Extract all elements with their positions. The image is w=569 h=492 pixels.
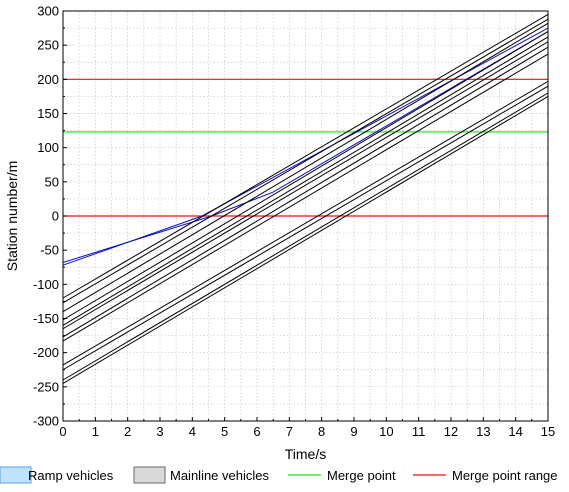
mainline-vehicle-trajectory (62, 46, 549, 338)
series-lines (62, 13, 549, 384)
mainline-vehicle-trajectory (62, 18, 549, 304)
legend-item: Mainline vehicles (133, 466, 269, 484)
mainline-vehicle-trajectory (62, 41, 549, 330)
x-tick-label: 14 (508, 424, 522, 439)
x-tick-label: 7 (286, 424, 293, 439)
mainline-vehicle-trajectory (62, 13, 549, 299)
x-tick-label: 15 (541, 424, 555, 439)
x-tick-label: 5 (221, 424, 228, 439)
x-tick-label: 11 (412, 424, 426, 439)
legend: Ramp vehicles Mainline vehicles Merge poin… (0, 466, 558, 484)
legend-item: Ramp vehicles (0, 466, 114, 484)
x-tick-label: 6 (253, 424, 260, 439)
x-tick-label: 3 (156, 424, 163, 439)
ramp-vehicle-trajectory (62, 31, 549, 263)
legend-swatch-ramp (0, 466, 32, 484)
y-axis-title: Station number/m (4, 161, 20, 272)
x-tick-label: 9 (350, 424, 357, 439)
y-tick-label: 150 (37, 106, 59, 121)
ramp-vehicle-trajectory (62, 27, 549, 266)
x-tick-label: 4 (189, 424, 196, 439)
legend-item: Merge point range (413, 468, 558, 483)
mainline-vehicle-trajectory (62, 31, 549, 321)
y-tick-label: -150 (33, 311, 59, 326)
legend-label: Merge point range (452, 468, 558, 483)
y-tick-label: -100 (33, 277, 59, 292)
mainline-vehicle-trajectory (62, 85, 549, 371)
x-tick-label: 2 (124, 424, 131, 439)
x-tick-label: 8 (318, 424, 325, 439)
y-tick-label: 50 (45, 174, 59, 189)
mainline-vehicle-trajectory (62, 22, 549, 313)
y-tick-label: -250 (33, 379, 59, 394)
y-tick-label: 200 (37, 72, 59, 87)
axes: 0 1 2 3 4 5 6 7 8 9 10 11 12 13 14 15-300-250-200-150-1… (33, 4, 555, 440)
y-tick-label: -50 (40, 243, 59, 258)
mainline-vehicle-trajectory (62, 53, 549, 342)
mainline-vehicle-trajectory (62, 80, 549, 366)
legend-swatch-mainline (133, 466, 166, 484)
legend-label: Ramp vehicles (28, 468, 114, 483)
legend-label: Mainline vehicles (170, 468, 269, 483)
mainline-vehicle-trajectory (62, 92, 549, 381)
legend-label: Merge point (327, 468, 396, 483)
x-tick-label: 12 (444, 424, 458, 439)
y-tick-label: 100 (37, 140, 59, 155)
y-tick-label: 300 (37, 4, 59, 19)
legend-item: Merge point (288, 468, 396, 483)
y-tick-label: 250 (37, 38, 59, 53)
x-tick-label: 13 (476, 424, 490, 439)
mainline-vehicle-trajectory (62, 36, 549, 326)
x-tick-label: 10 (379, 424, 393, 439)
y-tick-label: -300 (33, 414, 59, 429)
mainline-vehicle-trajectory (62, 95, 549, 384)
x-axis-title: Time/s (285, 446, 326, 462)
x-tick-label: 1 (92, 424, 99, 439)
y-tick-label: -200 (33, 345, 59, 360)
y-tick-label: 0 (52, 209, 59, 224)
x-tick-label: 0 (59, 424, 66, 439)
